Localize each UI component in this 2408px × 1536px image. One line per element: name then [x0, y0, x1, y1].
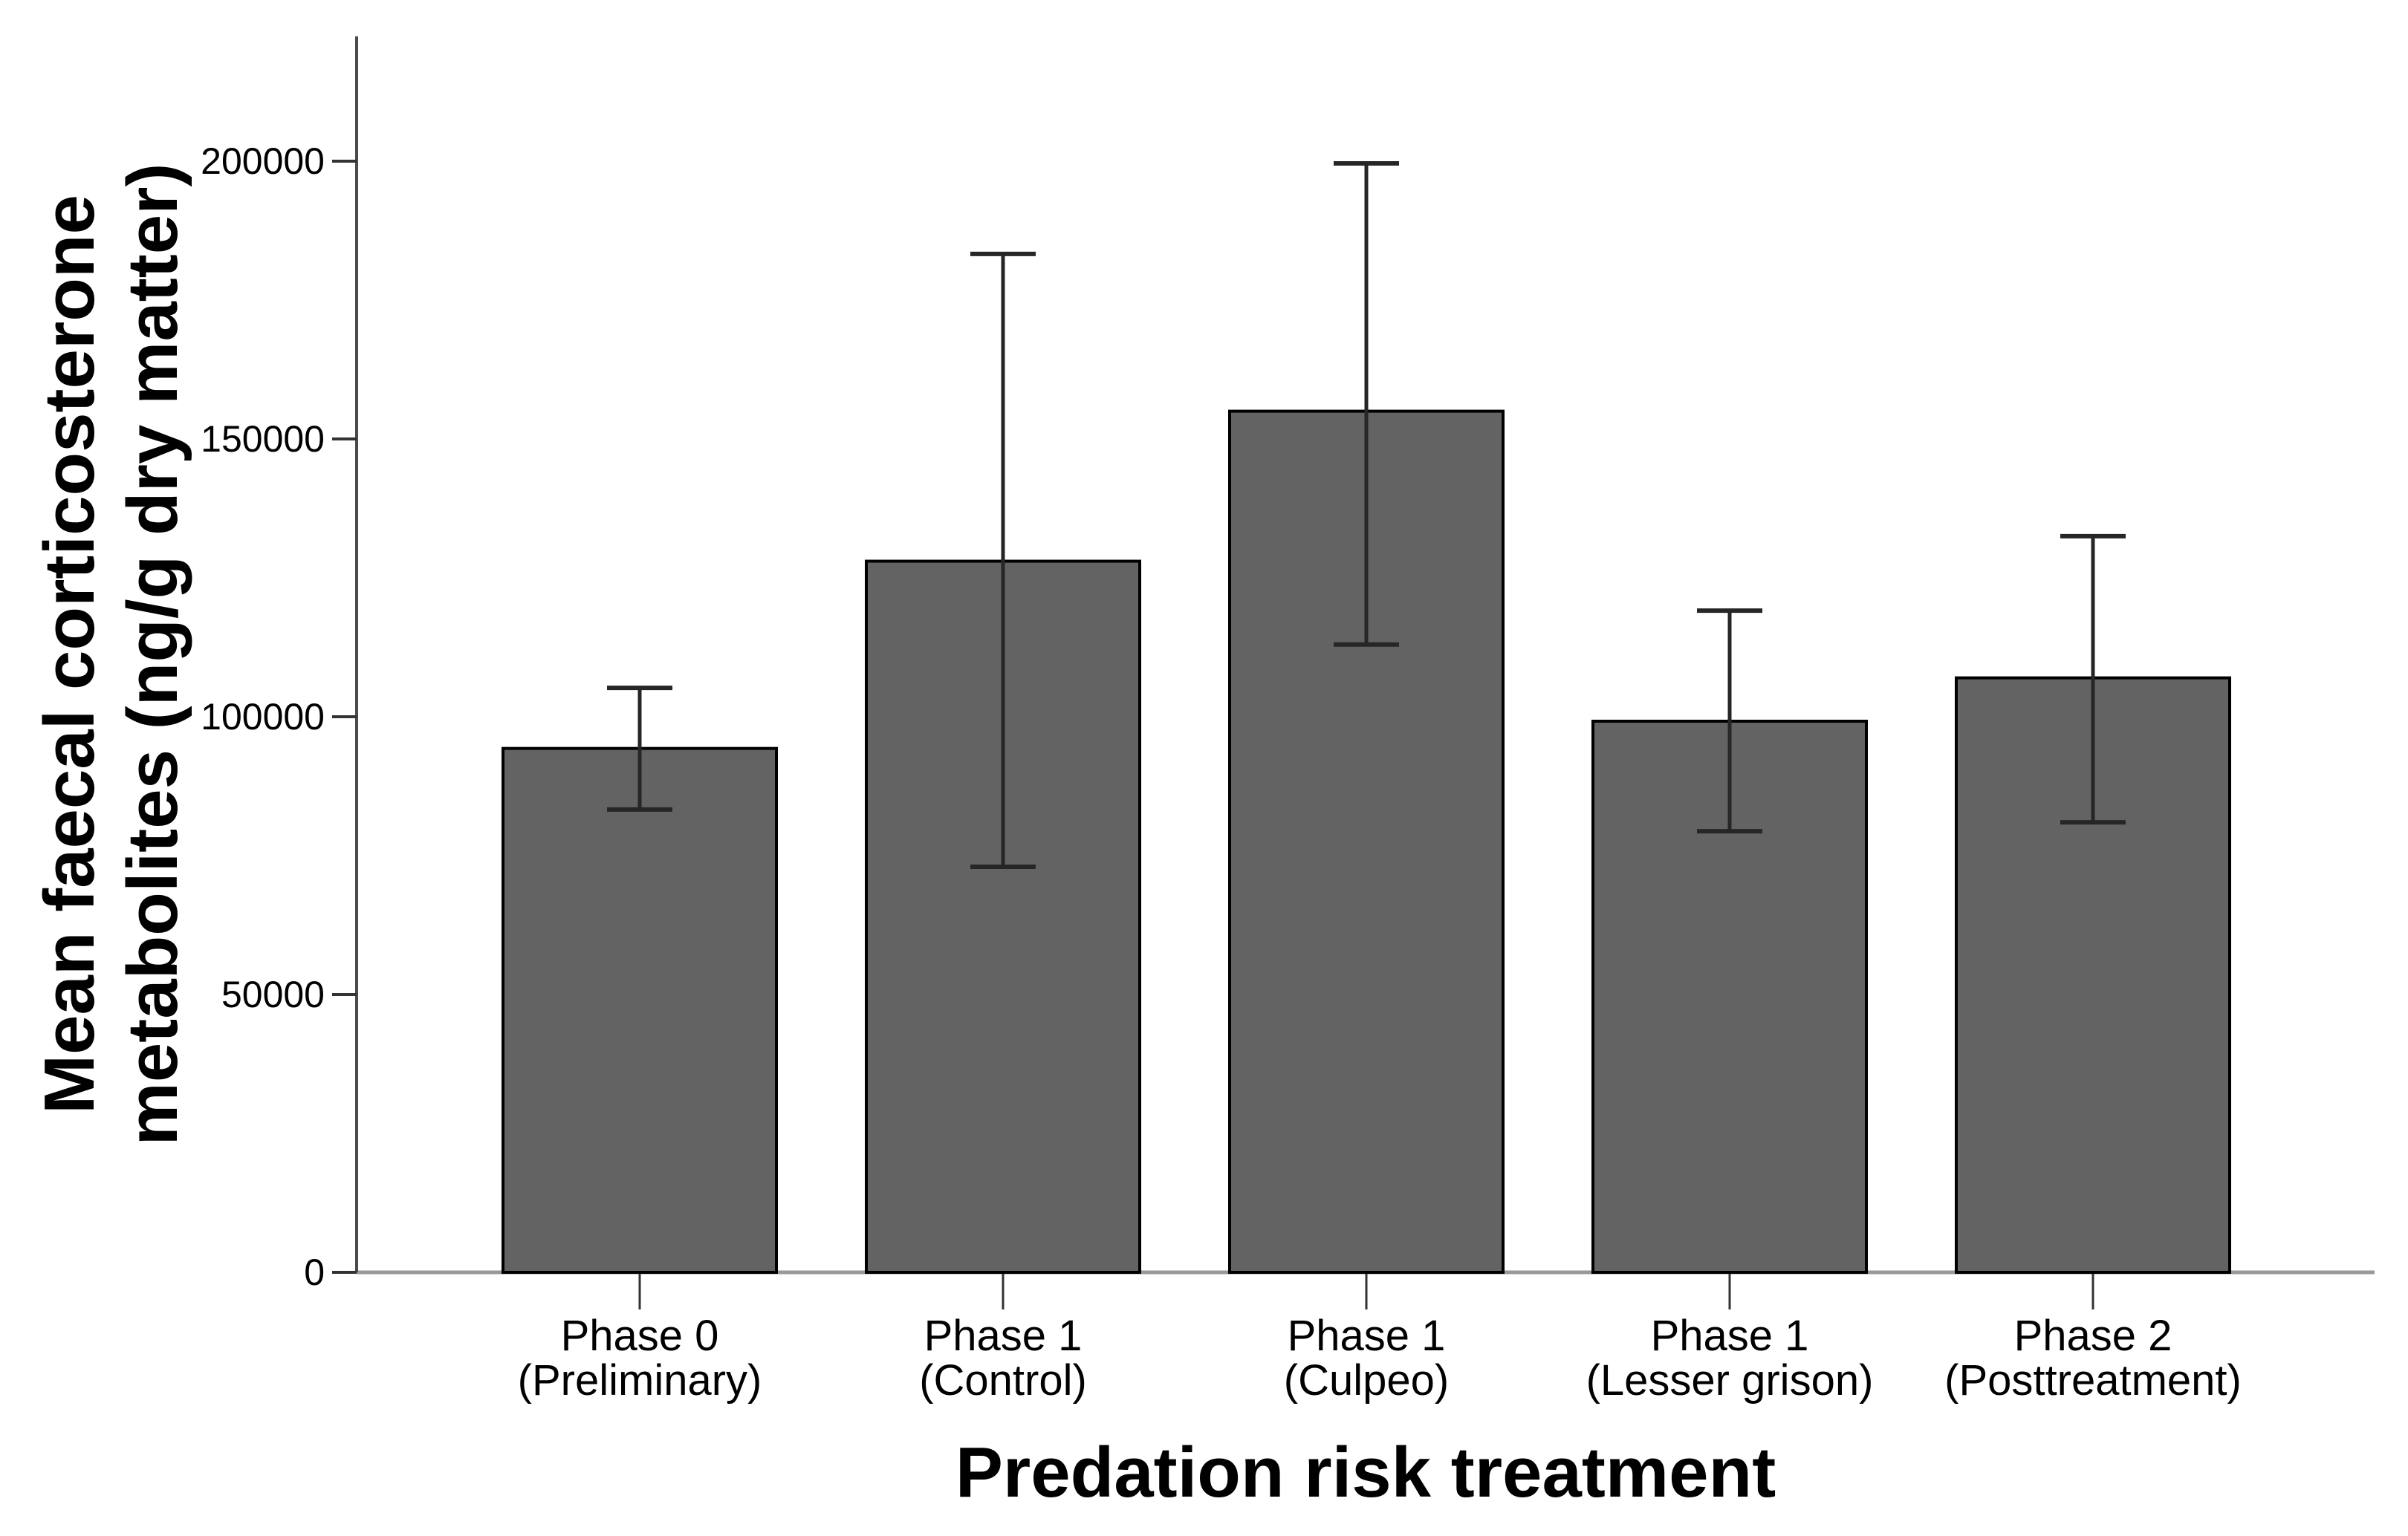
category-label-line1: Phase 1	[1651, 1312, 1809, 1360]
category-label-line2: (Control)	[919, 1356, 1087, 1405]
y-axis-title-line2: metabolites (ng/g dry matter)	[113, 163, 192, 1146]
y-tick-label: 200000	[201, 140, 325, 182]
category-label-line1: Phase 1	[1288, 1312, 1446, 1360]
y-tick-label: 0	[304, 1252, 325, 1293]
x-axis-title: Predation risk treatment	[955, 1433, 1776, 1512]
category-label-line1: Phase 2	[2014, 1312, 2172, 1360]
y-tick-label: 50000	[221, 974, 325, 1015]
y-tick-label: 100000	[201, 696, 325, 738]
y-axis-title: Mean faecal corticosterone metabolites (…	[28, 23, 195, 1286]
category-label-line2: (Preliminary)	[518, 1356, 762, 1405]
category-label-line2: (Lesser grison)	[1586, 1356, 1874, 1405]
y-tick-label: 150000	[201, 418, 325, 460]
category-label-line1: Phase 0	[561, 1312, 719, 1360]
y-axis-title-line1: Mean faecal corticosterone	[30, 195, 109, 1114]
bar	[502, 746, 778, 1274]
category-label-line1: Phase 1	[924, 1312, 1083, 1360]
category-label-line2: (Posttreatment)	[1944, 1356, 2242, 1405]
category-label-line2: (Culpeo)	[1284, 1356, 1449, 1405]
